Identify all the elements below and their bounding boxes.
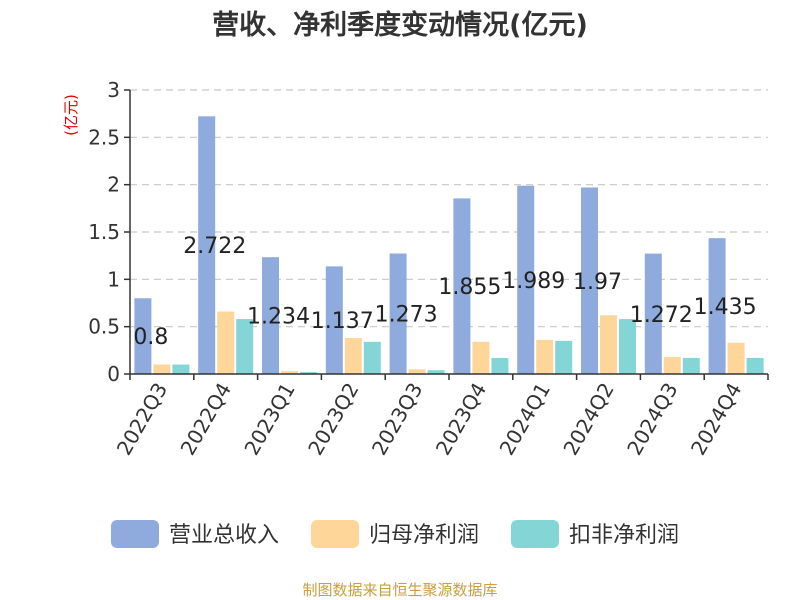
bar-2023Q3-series-0 <box>389 253 407 374</box>
legend[interactable]: 营业总收入 归母净利润 扣非净利润 <box>111 520 679 548</box>
y-tick-label: 2 <box>107 173 120 197</box>
data-label: 1.234 <box>247 305 310 330</box>
legend-label: 营业总收入 <box>169 523 279 548</box>
bar-2022Q3-series-2 <box>172 364 190 374</box>
x-tick-label: 2022Q4 <box>176 379 236 460</box>
bar-2024Q2-series-0 <box>581 187 598 374</box>
data-source-note: 制图数据来自恒生聚源数据库 <box>302 581 497 599</box>
bar-2022Q4-series-1 <box>217 311 235 374</box>
legend-item-2[interactable]: 扣非净利润 <box>511 520 679 548</box>
data-label: 1.855 <box>438 275 501 300</box>
data-label: 1.435 <box>694 295 757 320</box>
bar-2024Q4-series-2 <box>746 357 764 374</box>
bar-2024Q4-series-1 <box>727 342 745 374</box>
bar-2023Q2-series-1 <box>344 338 362 374</box>
bar-2024Q3-series-2 <box>682 357 700 374</box>
bar-2023Q2-series-0 <box>325 266 343 374</box>
bar-2024Q2-series-2 <box>619 319 636 374</box>
bar-2023Q2-series-2 <box>363 341 381 374</box>
legend-item-1[interactable]: 归母净利润 <box>311 520 479 548</box>
bars <box>134 116 764 375</box>
x-tick-label: 2023Q3 <box>367 379 427 460</box>
bar-2023Q1-series-2 <box>300 372 317 374</box>
bar-2023Q4-series-0 <box>453 198 471 374</box>
bar-2024Q4-series-0 <box>708 238 726 374</box>
bar-2022Q4-series-0 <box>198 116 216 375</box>
y-axis-label: (亿元) <box>62 94 80 136</box>
data-label: 1.989 <box>502 269 565 294</box>
bar-2023Q3-series-2 <box>427 370 445 374</box>
bar-2022Q4-series-2 <box>236 319 254 374</box>
y-tick-label: 0.5 <box>88 315 120 339</box>
y-tick-label: 0 <box>107 362 120 386</box>
data-label: 2.722 <box>183 234 246 259</box>
data-label: 1.272 <box>630 303 693 328</box>
bar-2024Q3-series-1 <box>663 356 681 374</box>
x-tick-label: 2024Q1 <box>495 379 555 460</box>
x-tick-label: 2024Q3 <box>622 379 682 460</box>
y-tick-label: 1.5 <box>88 220 120 244</box>
legend-swatch <box>311 520 359 548</box>
legend-swatch <box>111 520 159 548</box>
x-tick-label: 2023Q2 <box>303 379 363 460</box>
bar-2023Q1-series-0 <box>262 257 279 374</box>
x-tick-label: 2022Q3 <box>112 379 172 460</box>
x-tick-label: 2024Q2 <box>558 379 618 460</box>
bar-2024Q1-series-0 <box>517 185 535 374</box>
legend-swatch <box>511 520 559 548</box>
data-label: 1.273 <box>375 303 438 328</box>
bar-2024Q2-series-1 <box>600 315 617 374</box>
y-tick-label: 2.5 <box>88 125 120 149</box>
bar-2024Q1-series-2 <box>555 340 573 374</box>
bar-2023Q4-series-1 <box>472 341 490 374</box>
legend-label: 扣非净利润 <box>569 523 679 548</box>
legend-item-0[interactable]: 营业总收入 <box>111 520 279 548</box>
data-label: 0.8 <box>133 325 168 350</box>
bar-2023Q3-series-1 <box>408 369 426 374</box>
bar-2022Q3-series-1 <box>153 364 171 374</box>
x-tick-label: 2023Q1 <box>239 379 299 460</box>
y-tick-label: 1 <box>107 267 120 291</box>
bar-2023Q4-series-2 <box>491 357 509 374</box>
chart-title: 营收、净利季度变动情况(亿元) <box>212 9 588 41</box>
data-label: 1.137 <box>311 309 374 334</box>
bar-2024Q3-series-0 <box>644 253 662 374</box>
x-tick-label: 2023Q4 <box>431 379 491 460</box>
bar-2023Q1-series-1 <box>281 371 298 374</box>
bar-2022Q3-series-0 <box>134 298 152 374</box>
bar-2024Q1-series-1 <box>536 339 554 374</box>
y-tick-label: 3 <box>107 78 120 102</box>
data-label: 1.97 <box>573 270 622 295</box>
x-tick-label: 2024Q4 <box>686 379 746 460</box>
legend-label: 归母净利润 <box>369 523 479 548</box>
